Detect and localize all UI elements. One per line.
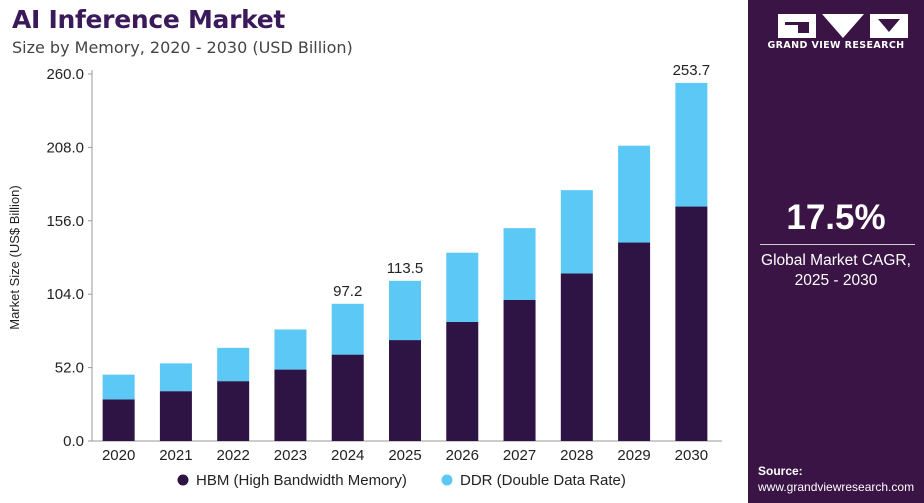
legend-marker-hbm [177, 474, 189, 486]
x-tick-label: 2024 [331, 447, 364, 464]
bar-ddr-2020 [102, 374, 135, 400]
bar-ddr-2024 [331, 303, 364, 355]
chart-subtitle: Size by Memory, 2020 - 2030 (USD Billion… [12, 38, 353, 57]
side-panel: GRAND VIEW RESEARCH 17.5% Global Market … [748, 0, 924, 503]
x-tick-label: 2023 [274, 447, 307, 464]
legend-marker-ddr [441, 474, 453, 486]
x-tick-label: 2029 [617, 447, 650, 464]
x-tick-label: 2025 [388, 447, 421, 464]
source-title: Source: [758, 464, 803, 478]
bar-hbm-2024 [331, 354, 364, 441]
bar-hbm-2022 [217, 381, 250, 441]
bar-ddr-2021 [159, 363, 192, 392]
cagr-label-line2: 2025 - 2030 [794, 272, 878, 289]
x-tick-label: 2027 [503, 447, 536, 464]
x-tick-label: 2022 [216, 447, 249, 464]
cagr-label: Global Market CAGR, 2025 - 2030 [748, 251, 924, 291]
y-tick-label: 208.0 [46, 139, 84, 156]
cagr-divider [760, 244, 915, 245]
y-tick-label: 104.0 [46, 286, 84, 303]
bar-ddr-2025 [389, 280, 421, 341]
y-axis-label: Market Size (US$ Billion) [7, 185, 22, 330]
bar-hbm-2025 [389, 340, 421, 441]
x-tick-label: 2021 [159, 447, 192, 464]
bar-ddr-2023 [274, 329, 307, 370]
cagr-label-line1: Global Market CAGR, [761, 252, 911, 269]
bar-ddr-2026 [446, 252, 479, 323]
logo-text: GRAND VIEW RESEARCH [767, 40, 905, 51]
y-tick-label: 260.0 [46, 66, 84, 83]
x-tick-label: 2026 [446, 447, 479, 464]
bar-hbm-2027 [503, 299, 536, 441]
y-tick-label: 0.0 [63, 433, 84, 450]
y-tick-label: 52.0 [55, 360, 84, 377]
bar-ddr-2029 [618, 145, 651, 243]
legend-label-hbm: HBM (High Bandwidth Memory) [196, 472, 407, 489]
bar-ddr-2022 [217, 347, 250, 382]
stacked-bar-chart: 0.0 52.0 104.0 156.0 208.0 260.0 Market Size (… [7, 62, 722, 489]
grand-view-research-logo [778, 14, 908, 38]
x-tick-label: 2028 [560, 447, 593, 464]
bar-hbm-2023 [274, 369, 307, 441]
source-url[interactable]: www.grandviewresearch.com [758, 480, 915, 494]
bar-hbm-2021 [159, 391, 192, 441]
x-tick-label: 2020 [102, 447, 135, 464]
bar-hbm-2026 [446, 322, 479, 441]
bar-hbm-2028 [560, 273, 593, 441]
legend-label-ddr: DDR (Double Data Rate) [460, 472, 626, 489]
data-label-2025: 113.5 [387, 260, 423, 277]
bar-ddr-2027 [503, 228, 536, 300]
bar-hbm-2029 [618, 242, 651, 441]
bar-ddr-2030 [675, 82, 708, 207]
chart-title: AI Inference Market [12, 5, 286, 34]
data-label-2030: 253.7 [673, 62, 711, 79]
chart-area: AI Inference Market Size by Memory, 2020… [7, 5, 722, 489]
cagr-value: 17.5% [786, 198, 886, 237]
data-label-2024: 97.2 [333, 283, 362, 300]
bar-hbm-2020 [102, 399, 135, 441]
y-tick-label: 156.0 [46, 213, 84, 230]
x-tick-label: 2030 [675, 447, 708, 464]
bar-hbm-2030 [675, 206, 708, 441]
bar-ddr-2028 [560, 190, 593, 274]
